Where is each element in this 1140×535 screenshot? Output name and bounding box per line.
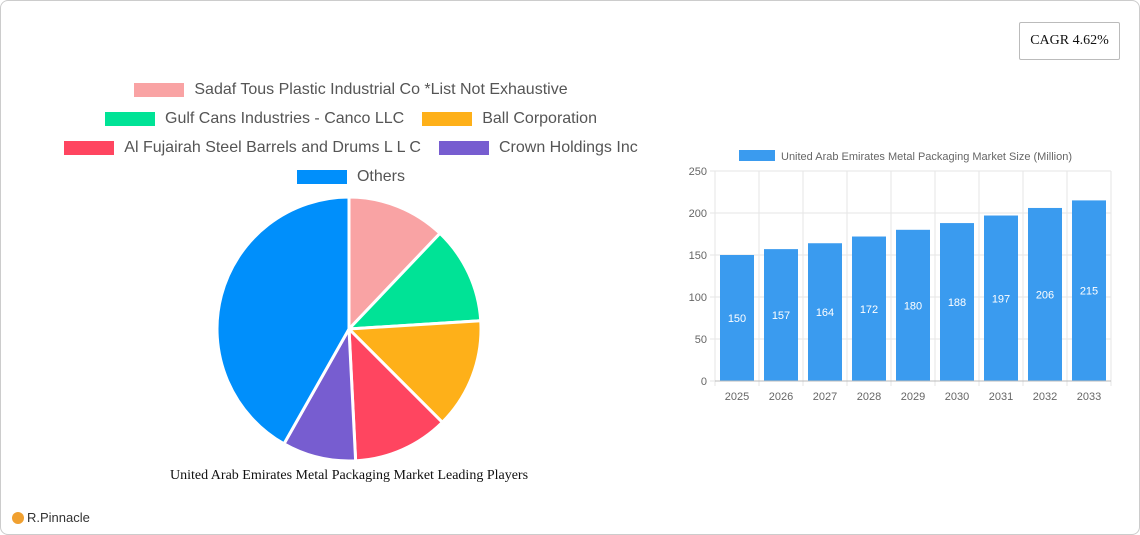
bar[interactable] <box>852 236 886 381</box>
legend-item[interactable]: Others <box>296 167 405 186</box>
data-label: 180 <box>904 300 922 312</box>
data-label: 206 <box>1036 289 1054 301</box>
data-label: 150 <box>728 313 746 325</box>
x-tick-label: 2030 <box>945 391 969 403</box>
y-tick-label: 150 <box>689 250 707 262</box>
bar-chart: 0 50 100 150 200 250 150 2025 157 2026 164 2027 172 2… <box>689 150 1112 403</box>
bar[interactable] <box>808 243 842 381</box>
data-label: 197 <box>992 293 1010 305</box>
legend-swatch <box>134 82 185 97</box>
legend-item[interactable]: Sadaf Tous Plastic Industrial Co *List N… <box>134 80 568 99</box>
legend-label[interactable]: United Arab Emirates Metal Packaging Mar… <box>781 151 1072 163</box>
bar[interactable] <box>940 223 974 381</box>
bar[interactable] <box>984 215 1018 381</box>
legend-label: Sadaf Tous Plastic Industrial Co *List N… <box>194 80 568 98</box>
legend-label: Others <box>356 167 405 185</box>
bar[interactable] <box>764 249 798 381</box>
pie-slice[interactable] <box>215 195 351 446</box>
legend-label: Gulf Cans Industries - Canco LLC <box>165 109 405 127</box>
pie-slice[interactable] <box>345 231 483 331</box>
pie-chart <box>215 195 483 463</box>
y-tick-label: 250 <box>689 166 707 178</box>
pie-slice[interactable] <box>345 319 483 425</box>
x-tick-label: 2025 <box>725 391 749 403</box>
x-tick-label: 2026 <box>769 391 793 403</box>
legend-swatch <box>422 111 473 126</box>
legend-swatch <box>64 140 115 155</box>
data-label: 188 <box>948 297 966 309</box>
legend-item[interactable]: Gulf Cans Industries - Canco LLC <box>105 110 404 128</box>
logo-icon <box>12 511 24 524</box>
legend-item[interactable]: Al Fujairah Steel Barrels and Drums L L … <box>64 139 421 157</box>
x-tick-label: 2032 <box>1033 391 1057 403</box>
x-tick-label: 2031 <box>989 391 1013 403</box>
legend-swatch <box>438 140 489 155</box>
data-label: 172 <box>860 304 878 316</box>
y-tick-label: 100 <box>689 292 707 304</box>
pie-legend: Sadaf Tous Plastic Industrial Co *List N… <box>41 75 661 191</box>
y-tick-label: 50 <box>695 334 707 346</box>
data-label: 164 <box>816 307 834 319</box>
data-label: 215 <box>1080 286 1098 298</box>
pie-slice[interactable] <box>347 325 445 463</box>
y-tick-label: 0 <box>701 376 707 388</box>
legend-label: Ball Corporation <box>482 109 597 127</box>
cagr-badge: CAGR 4.62% <box>1019 22 1120 60</box>
legend-label: Crown Holdings Inc <box>498 138 638 156</box>
x-tick-label: 2027 <box>813 391 837 403</box>
legend-label: Al Fujairah Steel Barrels and Drums L L … <box>124 138 421 156</box>
legend-swatch <box>105 111 156 126</box>
bar[interactable] <box>720 255 754 381</box>
bar[interactable] <box>1072 200 1106 381</box>
bar[interactable] <box>896 229 930 381</box>
x-tick-label: 2033 <box>1077 391 1101 403</box>
x-tick-label: 2028 <box>857 391 881 403</box>
legend-item[interactable]: Crown Holdings Inc <box>438 138 638 157</box>
logo: R.Pinnacle <box>12 510 90 525</box>
legend-swatch <box>739 150 775 161</box>
x-tick-label: 2029 <box>901 391 925 403</box>
pie-title: United Arab Emirates Metal Packaging Mar… <box>169 468 529 483</box>
data-label: 157 <box>772 310 790 322</box>
y-tick-label: 200 <box>689 208 707 220</box>
pie-slice[interactable] <box>347 195 443 333</box>
bar[interactable] <box>1028 207 1062 381</box>
logo-text: R.Pinnacle <box>27 510 90 525</box>
legend-swatch <box>296 169 347 184</box>
legend-item[interactable]: Ball Corporation <box>422 110 597 128</box>
